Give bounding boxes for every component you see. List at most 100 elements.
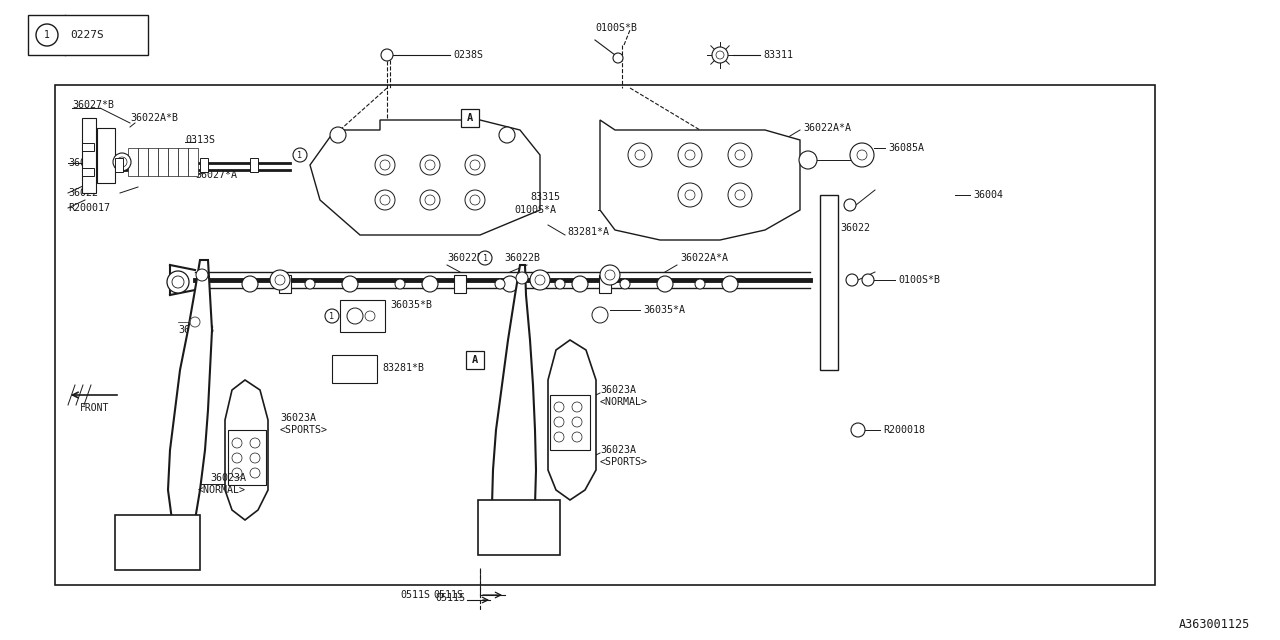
Text: 36022A*B: 36022A*B [131,113,178,123]
Circle shape [113,153,131,171]
Bar [188,148,198,176]
Circle shape [572,402,582,412]
Circle shape [325,309,339,323]
Circle shape [851,423,865,437]
Text: A: A [472,355,479,365]
Text: 36023A: 36023A [210,473,246,483]
Bar [599,275,611,293]
Text: 83315: 83315 [530,192,561,202]
Circle shape [381,49,393,61]
Text: 36035*A: 36035*A [643,305,685,315]
Bar [332,355,378,383]
Text: <SPORTS>: <SPORTS> [600,457,648,467]
Bar [279,275,291,293]
Circle shape [242,276,259,292]
Circle shape [502,276,518,292]
Circle shape [347,308,364,324]
Circle shape [735,150,745,160]
Bar [466,351,484,369]
Bar [28,15,148,55]
Circle shape [425,160,435,170]
Circle shape [465,190,485,210]
Circle shape [572,417,582,427]
Bar [168,148,178,176]
Circle shape [635,150,645,160]
Circle shape [375,190,396,210]
Text: 0100S*B: 0100S*B [899,275,940,285]
Circle shape [728,183,753,207]
Circle shape [712,47,728,63]
Bar [115,515,200,570]
Text: 36035*B: 36035*B [390,300,433,310]
Circle shape [716,51,724,59]
Circle shape [477,251,492,265]
Circle shape [846,274,858,286]
Circle shape [465,155,485,175]
Circle shape [844,199,856,211]
Text: 83281*A: 83281*A [567,227,609,237]
Circle shape [116,157,127,167]
Text: 0511S: 0511S [433,590,463,600]
Text: R200017: R200017 [68,203,110,213]
Circle shape [232,468,242,478]
Text: 36004: 36004 [973,190,1004,200]
Text: 36027*B: 36027*B [72,100,114,110]
Bar [157,148,168,176]
Circle shape [695,279,705,289]
Circle shape [554,432,564,442]
Circle shape [305,279,315,289]
Circle shape [380,195,390,205]
Circle shape [470,160,480,170]
Bar [228,430,266,485]
Circle shape [591,307,608,323]
Bar [55,85,1155,585]
Bar [550,395,590,450]
Circle shape [470,195,480,205]
Circle shape [36,24,58,46]
Text: 0511S: 0511S [435,593,465,603]
Text: 0511S: 0511S [399,590,430,600]
Circle shape [722,276,739,292]
Text: 1: 1 [44,30,50,40]
Text: <NORMAL>: <NORMAL> [600,397,648,407]
Text: 1: 1 [483,253,488,262]
Text: 0100S*A: 0100S*A [515,205,556,215]
Text: 36022A*A: 36022A*A [680,253,728,263]
Bar [138,148,148,176]
Circle shape [365,311,375,321]
Text: 36023A: 36023A [280,413,316,423]
Circle shape [380,160,390,170]
Bar [82,143,93,151]
Circle shape [678,143,701,167]
Bar [97,128,115,183]
Circle shape [613,53,623,63]
Text: 0227S: 0227S [70,30,104,40]
Circle shape [516,272,529,284]
Circle shape [250,468,260,478]
Text: A: A [467,113,474,123]
Circle shape [728,143,753,167]
Circle shape [196,269,207,281]
Circle shape [270,270,291,290]
Text: 36023A: 36023A [600,385,636,395]
Circle shape [250,438,260,448]
Circle shape [420,190,440,210]
Circle shape [858,150,867,160]
Circle shape [620,279,630,289]
Text: 1: 1 [329,312,334,321]
Bar [340,300,385,332]
Circle shape [330,127,346,143]
Bar [200,158,207,172]
Text: 0238S: 0238S [453,50,483,60]
Circle shape [678,183,701,207]
Bar [178,148,188,176]
Circle shape [499,127,515,143]
Circle shape [605,270,614,280]
Circle shape [850,143,874,167]
Circle shape [293,148,307,162]
Polygon shape [600,120,800,240]
Text: 36085A: 36085A [888,143,924,153]
Text: <NORMAL>: <NORMAL> [198,485,246,495]
Circle shape [685,150,695,160]
Circle shape [861,274,874,286]
